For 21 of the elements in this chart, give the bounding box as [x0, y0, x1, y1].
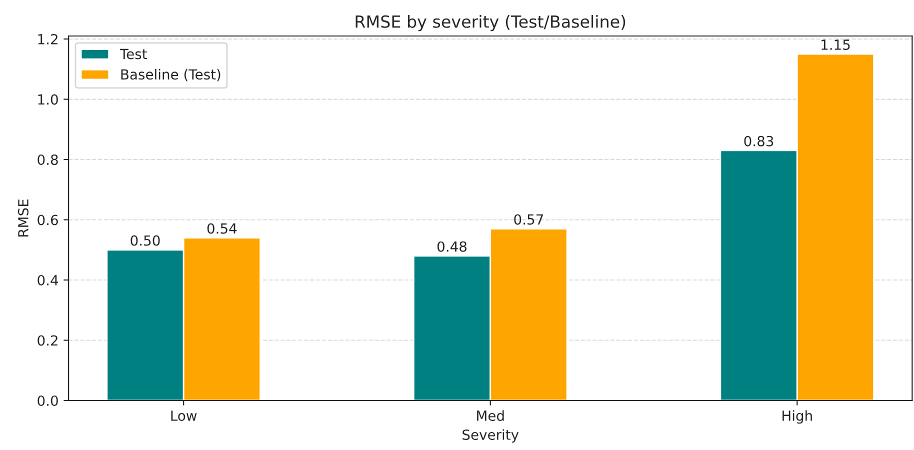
x-tick-label: Low: [171, 410, 197, 421]
chart-title: RMSE by severity (Test/Baseline): [356, 15, 626, 32]
x-tick-label: High: [782, 410, 812, 424]
y-tick-label: 0.2: [38, 335, 58, 346]
legend-label: Baseline (Test): [121, 68, 220, 82]
x-axis-title: Severity: [462, 429, 519, 443]
legend-label: Test: [120, 48, 147, 60]
y-tick-label: 0.0: [38, 395, 58, 406]
x-tick-label: Med: [477, 410, 504, 421]
data-label: 0.83: [744, 136, 774, 146]
data-label: 0.48: [437, 241, 467, 252]
y-tick-label: 0.8: [38, 154, 58, 165]
data-label: 0.50: [130, 235, 160, 246]
y-axis-title: RMSE: [18, 200, 28, 236]
data-label: 0.54: [207, 223, 237, 234]
data-label: 0.57: [514, 214, 543, 225]
y-tick-label: 1.2: [38, 34, 58, 44]
y-tick-label: 0.4: [38, 274, 58, 286]
data-label: 1.15: [822, 40, 850, 50]
y-tick-label: 1.0: [38, 94, 58, 105]
y-tick-label: 0.6: [38, 214, 58, 226]
